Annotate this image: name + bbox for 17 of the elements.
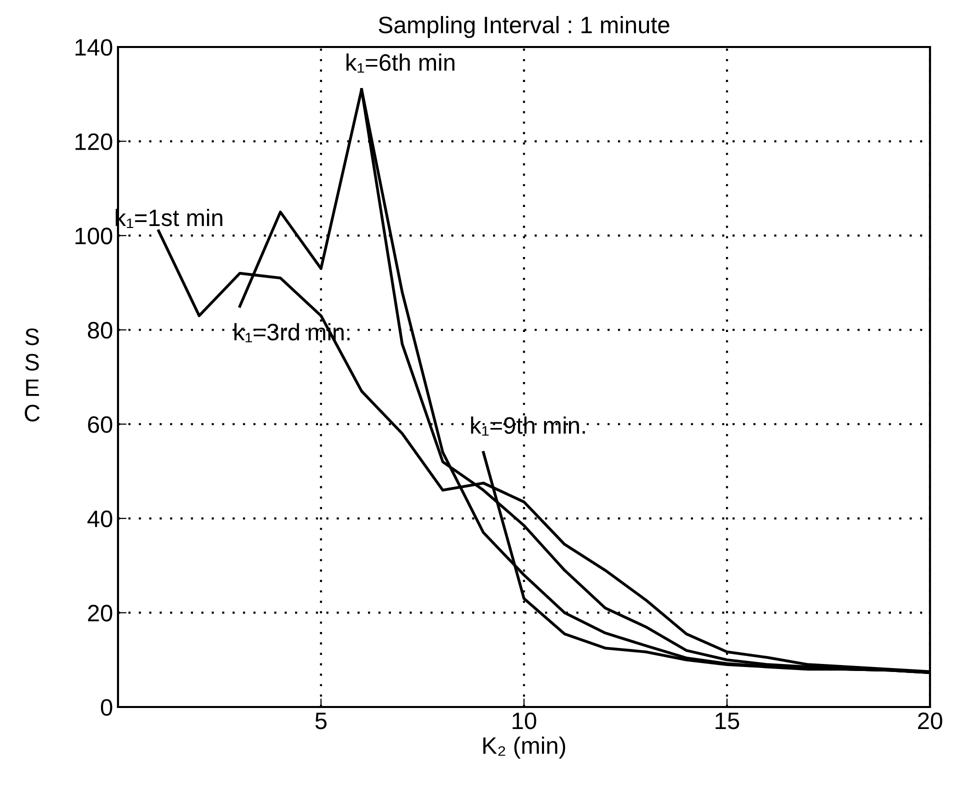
y-tick-label: 140 xyxy=(76,39,112,56)
x-tick-label: 10 xyxy=(512,712,536,730)
chart-title: Sampling Interval : 1 minute xyxy=(378,16,670,38)
y-tick-label: 60 xyxy=(88,416,112,433)
y-tick-label: 80 xyxy=(88,322,112,339)
x-tick-label: 5 xyxy=(315,712,327,730)
x-tick-label: 20 xyxy=(918,712,942,730)
annotation: k₁=9th min. xyxy=(471,416,585,436)
y-tick-label: 120 xyxy=(76,133,112,150)
annotation: k₁=6th min xyxy=(346,54,454,73)
x-axis-title: K₂ (min) xyxy=(483,736,566,759)
y-tick-label: 0 xyxy=(100,699,112,716)
x-tick-label: 15 xyxy=(716,712,740,730)
y-tick-label: 40 xyxy=(87,510,112,528)
y-axis-title: SSEC xyxy=(24,328,40,422)
y-tick-label: 100 xyxy=(76,228,112,244)
y-tick-label: 20 xyxy=(88,604,112,622)
